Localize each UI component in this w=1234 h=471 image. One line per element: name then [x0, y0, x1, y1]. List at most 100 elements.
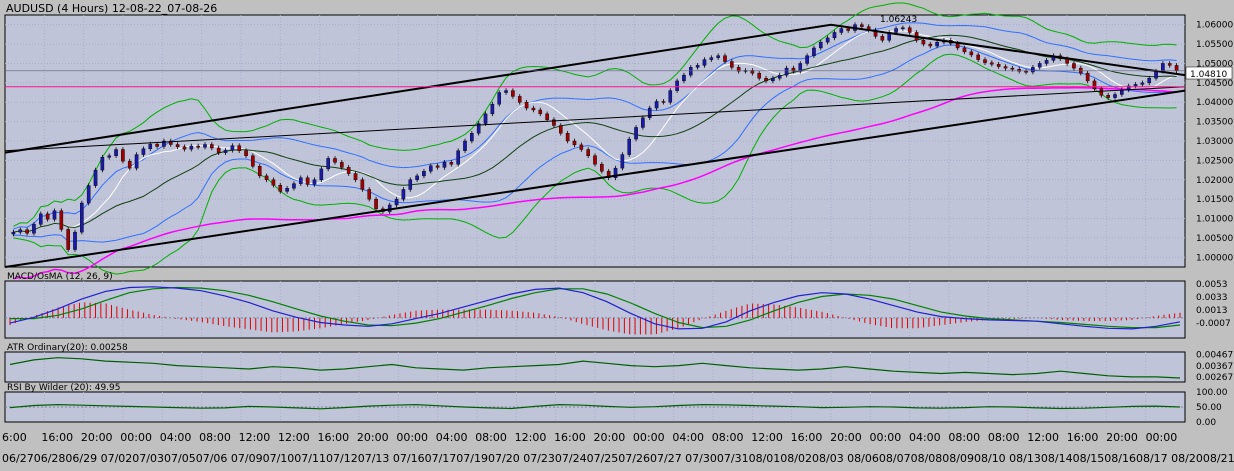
candle-body [1154, 71, 1158, 79]
inner-band-lower [13, 44, 1177, 243]
candle-body [168, 140, 173, 145]
candle-body [435, 165, 440, 168]
candle-body [504, 90, 508, 93]
candle-body [483, 113, 488, 124]
candle-body [319, 168, 324, 180]
price-annotation: 1.06243 [880, 15, 917, 25]
candle-body [654, 101, 659, 109]
candle-body [1024, 71, 1028, 73]
candle-body [196, 145, 200, 148]
atr-title: ATR Ordinary(20): 0.00258 [7, 343, 128, 353]
candle-body [148, 143, 153, 149]
candle-body [736, 67, 741, 72]
candle-body [470, 133, 474, 142]
candle-body [812, 47, 816, 56]
candle-body [25, 229, 29, 234]
candle-body [907, 27, 912, 33]
candle-body [825, 37, 830, 43]
candle-body [517, 96, 522, 103]
candle-body [271, 179, 276, 186]
grid-lines [5, 15, 1185, 422]
candle-body [428, 165, 433, 172]
candle-body [791, 67, 796, 72]
candle-body [80, 202, 84, 233]
candle-body [969, 51, 974, 56]
candle-body [1085, 72, 1090, 82]
candle-body [1161, 63, 1165, 72]
current-price-box [1185, 66, 1233, 80]
candle-body [121, 149, 125, 162]
price-series [4, 2, 1186, 280]
candle-body [1044, 60, 1049, 64]
price-tick-label: 1.04500 [1196, 79, 1233, 89]
time-tick-label: 08:00 [948, 431, 980, 444]
time-tick-label: 20:00 [830, 431, 862, 444]
time-tick-label: 04:00 [672, 431, 704, 444]
candle-body [367, 189, 372, 200]
price-tick-label: 1.01500 [1196, 195, 1233, 205]
atr-tick-label: 0.00467 [1196, 351, 1233, 361]
candle-body [73, 231, 77, 250]
candle-body [675, 80, 679, 91]
candle-body [107, 155, 112, 158]
date-axis-labels: 06/2706/2806/29 07/0207/0307/0507/06 07/… [2, 452, 1234, 465]
time-tick-label: 04:00 [436, 431, 468, 444]
candle-body [93, 169, 98, 186]
candle-body [962, 47, 967, 53]
candle-body [955, 43, 960, 49]
rsi-tick-label: 50.00 [1196, 403, 1222, 413]
candle-body [45, 213, 50, 220]
time-tick-label: 20:00 [81, 431, 113, 444]
candle-body [928, 43, 933, 47]
time-tick-label: 6:00 [2, 431, 27, 444]
mid-ma [13, 34, 1177, 233]
candle-body [278, 184, 283, 192]
candle-body [1037, 63, 1042, 68]
candle-body [1167, 63, 1172, 66]
candle-body [839, 28, 844, 33]
candle-body [497, 92, 502, 105]
atr-series [9, 357, 1181, 379]
candle-body [996, 64, 1001, 67]
candle-body [511, 90, 515, 97]
rsi-title: RSI By Wilder (20): 49.95 [7, 383, 121, 393]
chart-title: AUDUSD (4 Hours) 12-08-22_07-08-26 [6, 2, 217, 15]
candle-body [730, 61, 734, 68]
candle-body [134, 154, 139, 169]
candle-body [805, 55, 809, 64]
candle-body [360, 179, 365, 190]
candle-body [545, 113, 549, 120]
candle-body [203, 144, 207, 148]
candle-body [155, 143, 159, 147]
time-tick-label: 20:00 [594, 431, 626, 444]
candle-body [175, 144, 180, 148]
candle-body [716, 55, 720, 58]
time-tick-label: 08:00 [988, 431, 1020, 444]
candle-body [600, 164, 604, 172]
macd-title: MACD/OsMA (12, 26, 9) [7, 272, 113, 282]
time-tick-label: 12:00 [515, 431, 547, 444]
candle-body [531, 107, 536, 111]
candle-body [490, 103, 495, 115]
candle-body [613, 167, 618, 179]
candle-body [606, 171, 611, 179]
candle-body [182, 146, 187, 150]
candle-body [976, 54, 980, 60]
candle-body [1003, 66, 1008, 69]
candle-body [127, 160, 132, 169]
rsi-tick-label: 0.00 [1196, 418, 1216, 428]
time-tick-label: 12:00 [239, 431, 271, 444]
slow-ma [13, 87, 1177, 280]
candle-body [593, 155, 597, 165]
candle-body [326, 158, 330, 170]
candle-body [52, 210, 57, 220]
time-tick-label: 16:00 [41, 431, 73, 444]
time-tick-label: 00:00 [396, 431, 428, 444]
candle-body [1147, 77, 1152, 84]
candle-body [333, 158, 337, 163]
candle-body [771, 77, 775, 82]
candle-body [818, 41, 823, 49]
macd-tick-label: -0.0007 [1196, 319, 1231, 329]
candle-body [449, 162, 454, 165]
price-tick-label: 1.02500 [1196, 156, 1233, 166]
